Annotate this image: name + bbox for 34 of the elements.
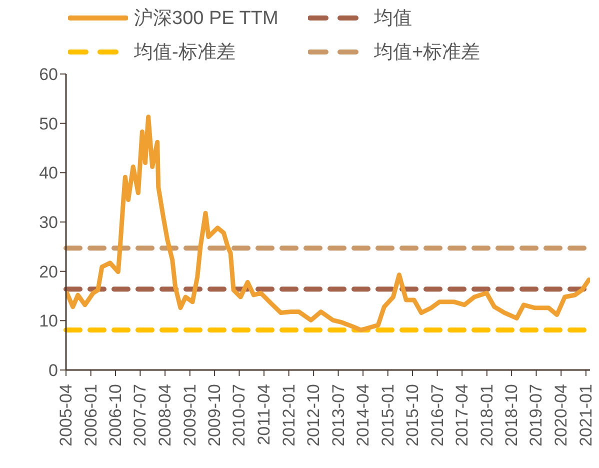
y-tick-label: 60 (39, 65, 58, 84)
x-tick-label: 2012-01 (279, 384, 298, 446)
x-tick-label: 2009-01 (180, 384, 200, 446)
x-tick-label: 2012-10 (304, 384, 324, 446)
x-tick-label: 2014-04 (354, 384, 373, 446)
y-tick-label: 50 (39, 114, 58, 134)
y-tick-label: 30 (39, 213, 58, 232)
x-tick-label: 2013-07 (328, 384, 348, 446)
x-tick-label: 2020-04 (552, 384, 571, 446)
y-tick-label: 0 (48, 361, 58, 380)
x-tick-label: 2011-04 (254, 384, 274, 446)
line-series (66, 114, 590, 332)
x-tick-label: 2007-07 (130, 384, 150, 446)
x-tick-label: 2017-04 (452, 384, 472, 446)
y-tick-label: 20 (39, 262, 58, 282)
x-tick-label: 2006-10 (106, 384, 126, 446)
legend-label: 均值-标准差 (134, 41, 236, 65)
legend-label: 均值+标准差 (374, 41, 480, 65)
x-tick-label: 2006-01 (81, 384, 100, 446)
x-tick-label: 2008-04 (156, 384, 175, 446)
x-tick-label: 2016-07 (428, 384, 447, 446)
legend-label: 沪深300 PE TTM (134, 6, 278, 31)
y-tick-label: 40 (39, 164, 58, 183)
x-tick-label: 2019-07 (526, 384, 546, 446)
y-tick-label: 10 (39, 312, 58, 331)
legend-label: 均值 (374, 7, 412, 31)
x-tick-label: 2021-01 (576, 384, 596, 446)
x-tick-label: 2018-01 (477, 384, 496, 446)
x-tick-label: 2018-10 (502, 384, 522, 446)
x-tick-label: 2015-10 (403, 384, 422, 446)
x-tick-label: 2009-10 (205, 384, 224, 446)
x-tick-label: 2005-04 (56, 384, 76, 446)
x-tick-label: 2015-01 (378, 384, 398, 446)
x-tick-label: 2010-07 (230, 384, 249, 446)
